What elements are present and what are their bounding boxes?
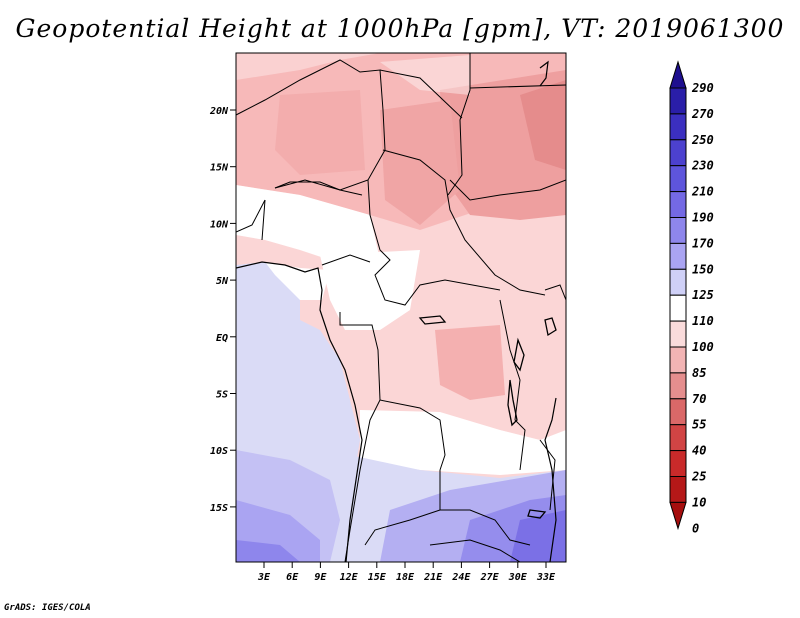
colorbar-label: 85	[692, 366, 706, 380]
colorbar-label: 290	[691, 81, 714, 95]
red-sea-coast	[539, 60, 549, 87]
colorbar-label: 0	[692, 521, 699, 535]
contour-70-55	[520, 80, 566, 170]
colorbar-segment	[669, 87, 687, 115]
lat-tick-label: 10N	[210, 219, 229, 230]
colorbar-label: 100	[692, 340, 714, 354]
colorbar-segment	[669, 398, 687, 426]
lon-tick-label: 30E	[508, 572, 528, 583]
colorbar-label: 190	[692, 211, 714, 225]
colorbar-label: 25	[691, 470, 706, 484]
colorbar-segment	[669, 372, 687, 400]
contour-libya-light	[380, 55, 470, 95]
colorbar-label: 125	[692, 288, 714, 302]
lat-tick-label: 5N	[216, 276, 229, 287]
colorbar-label: 70	[692, 392, 706, 406]
contour-85-70-central	[380, 100, 460, 225]
colorbar-bottom-arrow	[669, 501, 687, 531]
colorbar-segment	[669, 165, 687, 193]
credit-label: GrADS: IGES/COLA	[4, 603, 91, 613]
lon-tick-label: 21E	[423, 572, 443, 583]
colorbar-label: 170	[692, 236, 714, 250]
colorbar-label: 230	[691, 159, 714, 173]
colorbar-segment	[669, 268, 687, 296]
contour-190-sw	[236, 540, 300, 562]
lon-axis: 3E 6E 9E 12E 15E 18E 21E 24E 27E 30E 33E	[257, 562, 556, 583]
colorbar-top-arrow	[669, 60, 687, 89]
lon-tick-label: 6E	[286, 572, 299, 583]
colorbar-segment	[669, 191, 687, 219]
colorbar-segment	[669, 242, 687, 270]
lon-tick-label: 18E	[396, 572, 415, 583]
colorbar: 2902702502302101901701501251101008570554…	[669, 60, 714, 535]
lon-tick-label: 9E	[314, 572, 327, 583]
contour-85-congo	[435, 325, 505, 400]
colorbar-label: 110	[692, 314, 714, 328]
colorbar-segment	[669, 476, 687, 503]
colorbar-segment	[669, 450, 687, 478]
colorbar-label: 10	[692, 495, 706, 509]
colorbar-segment	[669, 320, 687, 348]
colorbar-label: 270	[691, 107, 714, 121]
lat-tick-label: 5S	[216, 390, 228, 401]
contour-110-central	[320, 250, 420, 330]
colorbar-label: 210	[691, 185, 714, 199]
lakes	[418, 315, 557, 519]
colorbar-label: 40	[692, 444, 706, 458]
lon-tick-label: 24E	[451, 572, 471, 583]
colorbar-segment	[669, 113, 687, 141]
lat-tick-label: EQ	[216, 333, 228, 344]
colorbar-label: 250	[691, 133, 714, 147]
colorbar-segment	[669, 346, 687, 374]
lon-tick-label: 3E	[257, 572, 271, 583]
lon-tick-label: 27E	[480, 572, 500, 583]
colorbar-segment	[669, 424, 687, 452]
chart-title: Geopotential Height at 1000hPa [gpm], VT…	[15, 14, 785, 43]
map-panel	[236, 53, 566, 562]
coastline	[236, 261, 557, 562]
contour-110-south	[360, 410, 566, 475]
contour-85-70-west	[275, 90, 365, 175]
colorbar-segment	[669, 139, 687, 167]
colorbar-label: 55	[692, 418, 706, 432]
lon-tick-label: 33E	[536, 572, 556, 583]
lon-tick-label: 12E	[340, 572, 359, 583]
map-frame	[235, 52, 567, 563]
lat-tick-label: 15N	[210, 163, 229, 174]
contour-sahara-light	[236, 53, 380, 80]
country-borders	[236, 53, 566, 562]
lat-tick-label: 20N	[209, 106, 229, 117]
contour-110-band	[236, 185, 380, 260]
lat-axis: 20N 15N 10N 5N EQ 5S 10S 15S	[209, 106, 236, 514]
colorbar-segment	[669, 294, 687, 322]
colorbar-segment	[669, 217, 687, 244]
lat-tick-label: 10S	[210, 446, 228, 457]
lon-tick-label: 15E	[368, 572, 387, 583]
colorbar-label: 150	[692, 262, 714, 276]
lat-tick-label: 15S	[210, 503, 228, 514]
contour-110-gulf	[265, 262, 330, 300]
